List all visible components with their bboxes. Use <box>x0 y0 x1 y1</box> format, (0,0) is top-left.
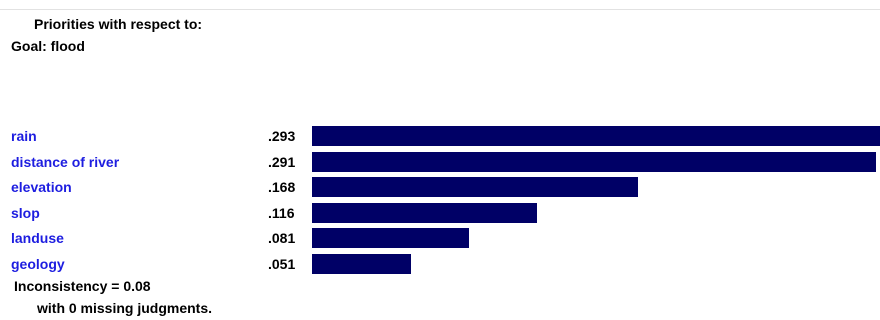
priority-value: .293 <box>268 128 296 144</box>
priority-row: rain .293 <box>0 125 880 151</box>
inconsistency-text: Inconsistency = 0.08 <box>14 278 151 294</box>
goal-label: Goal: flood <box>11 38 85 54</box>
criterion-label[interactable]: geology <box>11 255 65 272</box>
missing-judgments-text: with 0 missing judgments. <box>37 300 213 316</box>
top-divider <box>0 9 880 10</box>
priority-row: geology .051 <box>0 253 880 279</box>
priority-bar <box>312 126 880 146</box>
priority-row: distance of river .291 <box>0 151 880 177</box>
priority-value: .051 <box>268 255 296 272</box>
priority-value: .291 <box>268 153 296 170</box>
priority-value: .116 <box>268 204 295 221</box>
priority-value: .081 <box>268 230 296 247</box>
criterion-label[interactable]: landuse <box>11 230 64 247</box>
priority-bar <box>312 253 411 274</box>
priority-bar <box>312 151 876 172</box>
criterion-label[interactable]: slop <box>11 204 40 221</box>
priority-row: landuse .081 <box>0 227 880 253</box>
criterion-label[interactable]: distance of river <box>11 153 120 170</box>
criterion-label[interactable]: elevation <box>11 179 72 196</box>
priority-bar <box>312 177 638 198</box>
priority-row: elevation .168 <box>0 176 880 202</box>
priority-bar-chart: rain .293 distance of river .291 elevation .1… <box>0 125 880 279</box>
priority-value: .168 <box>268 179 296 196</box>
priority-bar <box>312 228 469 249</box>
criterion-label[interactable]: rain <box>11 128 37 144</box>
priority-bar <box>312 202 537 223</box>
priorities-title: Priorities with respect to: <box>34 16 203 32</box>
priority-row: slop .116 <box>0 202 880 228</box>
